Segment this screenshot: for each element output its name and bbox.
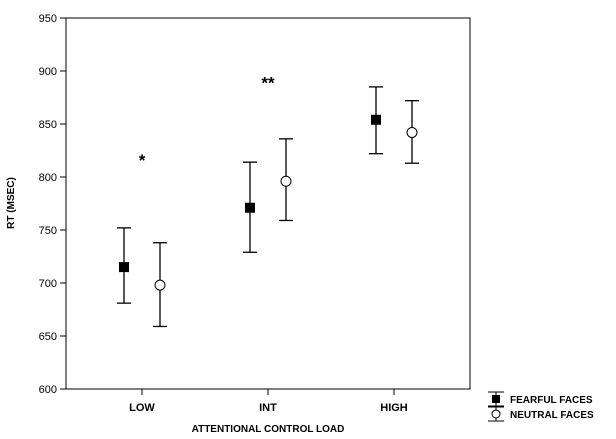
y-tick-label: 650 bbox=[39, 331, 57, 343]
neutral-faces-point bbox=[280, 175, 292, 187]
data-marks bbox=[117, 86, 419, 328]
y-tick-label: 900 bbox=[39, 66, 57, 78]
y-tick-label: 600 bbox=[39, 384, 57, 396]
fearful-faces-point bbox=[245, 202, 255, 213]
y-tick-label: 750 bbox=[39, 225, 57, 237]
annotations: *** bbox=[139, 73, 275, 169]
x-tick-label: HIGH bbox=[380, 402, 408, 414]
significance-marker: ** bbox=[261, 73, 275, 92]
y-tick-label: 950 bbox=[39, 13, 57, 25]
fearful-faces-point bbox=[371, 114, 381, 125]
x-tick-label: INT bbox=[259, 402, 277, 414]
neutral-faces-point bbox=[406, 126, 418, 138]
legend-fearful-marker bbox=[492, 395, 500, 403]
x-tick-label: LOW bbox=[129, 402, 155, 414]
y-tick-label: 800 bbox=[39, 172, 57, 184]
legend: FEARFUL FACES NEUTRAL FACES bbox=[488, 391, 594, 422]
x-axis: LOW INT HIGH bbox=[129, 389, 408, 414]
y-axis: 600 650 700 750 800 850 900 950 bbox=[39, 13, 66, 396]
y-tick-label: 850 bbox=[39, 119, 57, 131]
y-tick-label: 700 bbox=[39, 278, 57, 290]
legend-label: FEARFUL FACES bbox=[510, 395, 593, 406]
legend-neutral-marker bbox=[491, 409, 501, 419]
neutral-faces-point bbox=[154, 279, 166, 291]
x-axis-title: ATTENTIONAL CONTROL LOAD bbox=[192, 424, 345, 435]
significance-marker: * bbox=[139, 151, 146, 170]
legend-label: NEUTRAL FACES bbox=[510, 410, 594, 421]
fearful-faces-point bbox=[119, 262, 129, 273]
y-axis-title: RT (MSEC) bbox=[6, 177, 17, 229]
